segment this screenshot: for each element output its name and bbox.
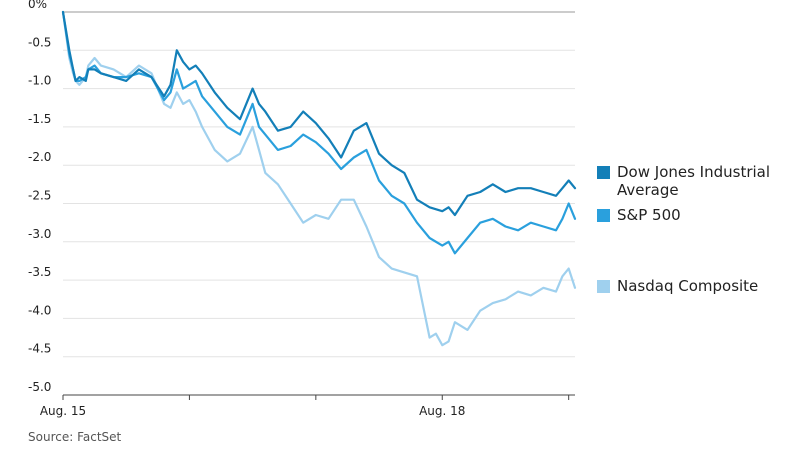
- y-tick-label: -0.5: [28, 35, 51, 49]
- source-note: Source: FactSet: [28, 430, 122, 444]
- series-lines: [61, 10, 577, 347]
- x-axis: Aug. 15 Aug. 18: [40, 394, 575, 418]
- legend-item-dow: Dow Jones Industrial Average: [597, 163, 787, 199]
- y-tick-label: -1.5: [28, 112, 51, 126]
- y-tick-label: -3.0: [28, 227, 51, 241]
- y-tick-label: -4.0: [28, 303, 51, 317]
- y-tick-label: -3.5: [28, 265, 51, 279]
- x-tick-label: Aug. 15: [40, 404, 86, 418]
- y-tick-label: -2.5: [28, 189, 51, 203]
- legend-label-sp500: S&P 500: [617, 206, 681, 224]
- legend-swatch-nasdaq: [597, 280, 610, 293]
- y-axis: 0% -0.5 -1.0 -1.5 -2.0 -2.5 -3.0 -3.5 -4.0 -4.5 -5…: [28, 0, 51, 394]
- series-line-2: [61, 10, 577, 347]
- legend-label-nasdaq: Nasdaq Composite: [617, 277, 759, 295]
- legend-item-nasdaq: Nasdaq Composite: [597, 277, 787, 295]
- series-line-0: [61, 10, 577, 217]
- y-tick-label: -4.5: [28, 342, 51, 356]
- x-tick-label: Aug. 18: [419, 404, 465, 418]
- y-tick-label: -2.0: [28, 150, 51, 164]
- legend-swatch-sp500: [597, 209, 610, 222]
- legend-label-dow: Dow Jones Industrial Average: [617, 163, 771, 199]
- legend-item-sp500: S&P 500: [597, 206, 787, 224]
- legend-swatch-dow: [597, 166, 610, 179]
- y-tick-label: -1.0: [28, 74, 51, 88]
- y-tick-label: -5.0: [28, 380, 51, 394]
- y-tick-label: 0%: [28, 0, 47, 11]
